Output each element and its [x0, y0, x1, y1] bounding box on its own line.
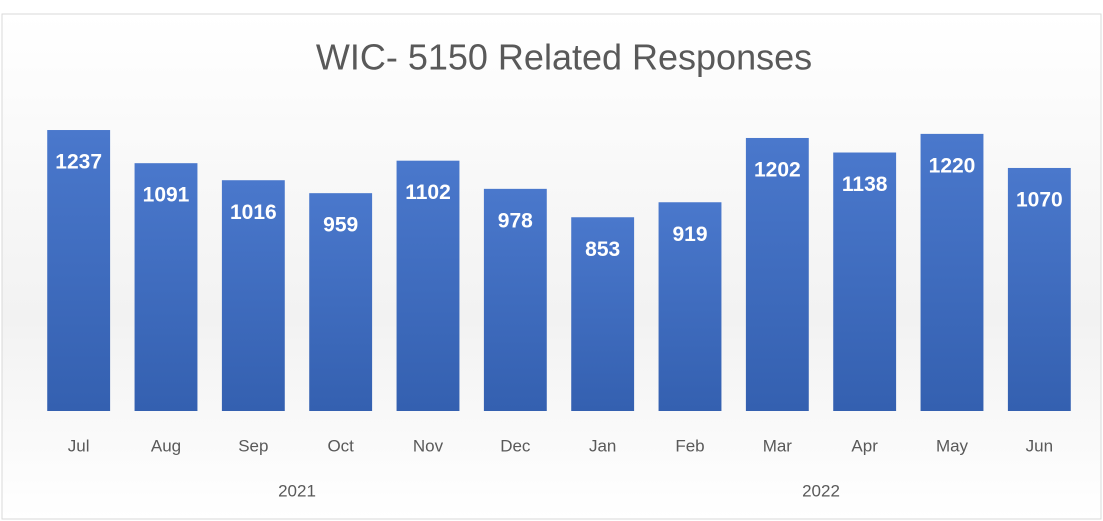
- value-label: 1091: [143, 184, 190, 207]
- value-label: 1220: [929, 154, 976, 177]
- x-tick-label: Nov: [413, 436, 444, 455]
- x-tick-label: Feb: [675, 436, 704, 455]
- value-label: 1070: [1016, 189, 1063, 212]
- x-tick-label: Apr: [851, 436, 878, 455]
- value-label: 978: [498, 209, 533, 232]
- group-label: 2022: [802, 481, 840, 500]
- group-label: 2021: [278, 481, 316, 500]
- value-label: 959: [323, 214, 358, 237]
- bar: [833, 152, 897, 412]
- x-tick-label: Jun: [1026, 436, 1053, 455]
- value-label: 1237: [55, 151, 102, 174]
- bar: [1007, 167, 1071, 411]
- value-label: 1016: [230, 201, 277, 224]
- x-tick-label: Oct: [327, 436, 354, 455]
- chart-title: WIC- 5150 Related Responses: [316, 37, 812, 78]
- bar: [920, 133, 984, 411]
- x-tick-label: Mar: [763, 436, 793, 455]
- bar: [309, 193, 373, 411]
- bar: [658, 202, 722, 411]
- bar: [134, 163, 198, 411]
- bar: [396, 160, 460, 411]
- bar: [745, 137, 809, 411]
- bar: [221, 180, 285, 411]
- x-tick-label: Jul: [68, 436, 90, 455]
- bar: [571, 217, 635, 411]
- value-label: 1138: [842, 173, 888, 196]
- x-tick-label: Dec: [500, 436, 531, 455]
- x-tick-label: Aug: [151, 436, 181, 455]
- value-label: 1202: [754, 159, 801, 182]
- value-label: 853: [585, 238, 620, 261]
- x-tick-label: Sep: [238, 436, 268, 455]
- x-tick-label: Jan: [589, 436, 616, 455]
- bar: [47, 130, 111, 411]
- value-label: 919: [672, 223, 707, 246]
- value-label: 1102: [405, 181, 451, 204]
- x-tick-label: May: [936, 436, 969, 455]
- bar: [483, 188, 547, 411]
